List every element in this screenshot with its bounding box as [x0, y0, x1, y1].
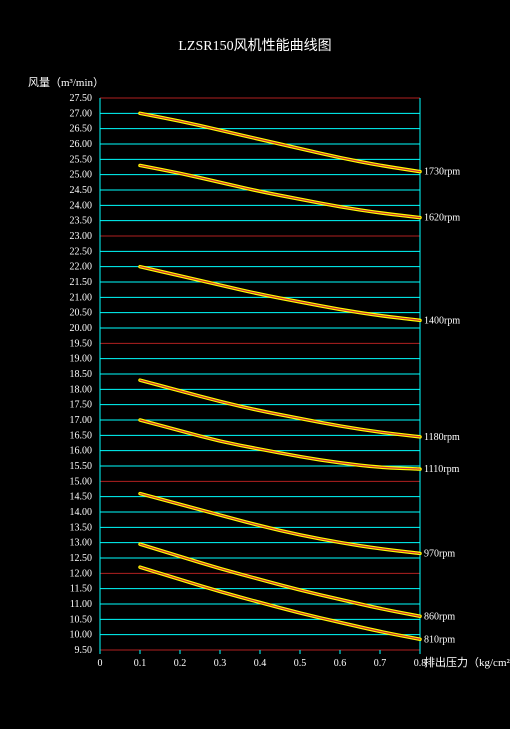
- x-axis-label: 排出压力（kg/cm²）: [424, 655, 510, 669]
- y-tick-label: 12.00: [70, 568, 93, 579]
- y-tick-label: 18.00: [70, 384, 93, 395]
- y-tick-label: 23.00: [70, 231, 93, 242]
- series-label: 860rpm: [424, 611, 455, 622]
- performance-chart: LZSR150风机性能曲线图风量（m³/min） 9.50 10.00 10.50 11…: [0, 0, 510, 729]
- x-tick-label: 0: [98, 658, 103, 669]
- x-tick-label: 0.3: [214, 658, 227, 669]
- x-tick-label: 0.5: [294, 658, 307, 669]
- x-tick-label: 0.7: [374, 658, 387, 669]
- y-tick-label: 14.50: [70, 492, 93, 503]
- y-tick-label: 20.50: [70, 308, 93, 319]
- y-tick-label: 11.00: [70, 599, 92, 610]
- y-tick-label: 11.50: [70, 584, 92, 595]
- y-tick-label: 19.00: [70, 354, 93, 365]
- y-tick-label: 15.00: [70, 476, 93, 487]
- x-tick-label: 0.2: [174, 658, 187, 669]
- series-label: 810rpm: [424, 634, 455, 645]
- y-tick-label: 19.50: [70, 338, 93, 349]
- y-tick-label: 25.50: [70, 154, 93, 165]
- y-tick-label: 27.00: [70, 108, 93, 119]
- y-tick-label: 12.50: [70, 553, 93, 564]
- y-tick-label: 23.50: [70, 216, 93, 227]
- x-tick-label: 0.4: [254, 658, 267, 669]
- y-tick-label: 10.50: [70, 614, 93, 625]
- y-tick-label: 21.00: [70, 292, 93, 303]
- chart-title: LZSR150风机性能曲线图: [178, 38, 331, 54]
- y-tick-label: 15.50: [70, 461, 93, 472]
- y-tick-label: 17.00: [70, 415, 93, 426]
- y-tick-label: 24.00: [70, 200, 93, 211]
- y-tick-label: 27.50: [70, 93, 93, 104]
- y-tick-label: 17.50: [70, 400, 93, 411]
- y-tick-label: 20.00: [70, 323, 93, 334]
- y-tick-label: 22.50: [70, 246, 93, 257]
- y-tick-label: 9.50: [75, 645, 93, 656]
- series-label: 1400rpm: [424, 315, 460, 326]
- y-tick-label: 13.00: [70, 538, 93, 549]
- y-tick-label: 18.50: [70, 369, 93, 380]
- y-tick-label: 21.50: [70, 277, 93, 288]
- y-tick-label: 24.50: [70, 185, 93, 196]
- series-label: 1180rpm: [424, 432, 460, 443]
- y-tick-label: 14.00: [70, 507, 93, 518]
- y-tick-label: 22.00: [70, 262, 93, 273]
- y-axis-label: 风量（m³/min）: [28, 76, 104, 89]
- series-label: 1730rpm: [424, 167, 460, 178]
- series-label: 1620rpm: [424, 213, 460, 224]
- y-tick-label: 10.00: [70, 630, 93, 641]
- x-tick-label: 0.1: [134, 658, 147, 669]
- y-tick-label: 16.50: [70, 430, 93, 441]
- y-tick-label: 26.50: [70, 124, 93, 135]
- series-label: 970rpm: [424, 548, 455, 559]
- series-label: 1110rpm: [424, 464, 460, 475]
- y-tick-label: 25.00: [70, 170, 93, 181]
- y-tick-label: 26.00: [70, 139, 93, 150]
- y-tick-label: 16.00: [70, 446, 93, 457]
- x-tick-label: 0.6: [334, 658, 347, 669]
- y-tick-label: 13.50: [70, 522, 93, 533]
